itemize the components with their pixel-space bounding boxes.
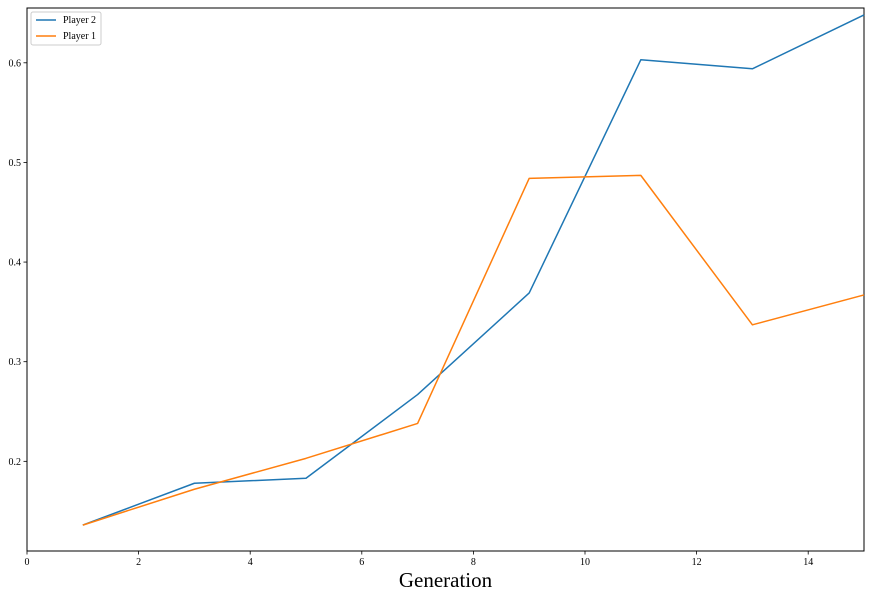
x-tick-label: 10 (580, 557, 590, 568)
series-lines (82, 14, 865, 526)
legend-label-player-2: Player 2 (63, 15, 96, 26)
series-line-player-2 (82, 14, 865, 526)
legend: Player 2 Player 1 (30, 11, 102, 46)
x-axis-ticks: 0 2 4 6 8 10 12 14 (25, 551, 813, 568)
x-tick-label: 6 (359, 557, 364, 568)
y-axis-ticks: 0.2 0.3 0.4 0.5 0.6 (9, 58, 27, 468)
x-tick-label: 4 (248, 557, 253, 568)
series-line-player-1 (82, 174, 865, 526)
x-tick-label: 12 (692, 557, 702, 568)
y-tick-label: 0.3 (9, 357, 22, 368)
x-tick-label: 2 (136, 557, 141, 568)
x-axis-title: Generation (399, 568, 493, 592)
x-tick-label: 14 (803, 557, 813, 568)
y-tick-label: 0.5 (9, 158, 22, 169)
legend-label-player-1: Player 1 (63, 31, 96, 42)
y-tick-label: 0.4 (9, 258, 22, 269)
y-tick-label: 0.6 (9, 58, 22, 69)
x-tick-label: 8 (471, 557, 476, 568)
y-tick-label: 0.2 (9, 457, 22, 468)
x-tick-label: 0 (25, 557, 30, 568)
plot-area (26, 7, 865, 552)
